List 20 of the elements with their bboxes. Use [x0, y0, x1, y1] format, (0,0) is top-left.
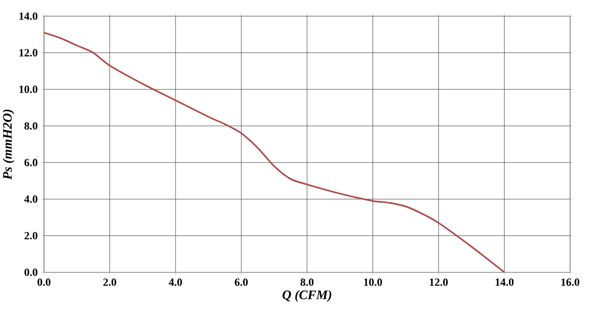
x-tick-label: 6.0: [234, 278, 248, 286]
x-axis-title: Q (CFM): [282, 290, 332, 302]
x-tick-label: 4.0: [168, 278, 182, 286]
y-tick-label: 4.0: [24, 195, 38, 203]
x-tick-label: 0.0: [38, 278, 50, 286]
y-tick-label: 12.0: [19, 48, 38, 56]
x-tick-label: 16.0: [561, 278, 580, 286]
x-tick-label: 12.0: [430, 278, 448, 286]
x-tick-label: 10.0: [364, 278, 382, 286]
x-tick-label: 14.0: [496, 278, 514, 286]
y-tick-label: 6.0: [24, 158, 38, 166]
y-axis-title: Ps (mmH2O): [2, 109, 14, 180]
y-tick-label: 10.0: [19, 85, 38, 93]
y-tick-label: 14.0: [19, 12, 38, 20]
x-tick-label: 2.0: [103, 278, 116, 286]
y-tick-label: 8.0: [24, 122, 38, 130]
line-series: [44, 32, 506, 272]
y-tick-label: 0.0: [24, 268, 38, 276]
y-tick-label: 2.0: [24, 232, 38, 240]
x-tick-label: 8.0: [300, 278, 314, 286]
